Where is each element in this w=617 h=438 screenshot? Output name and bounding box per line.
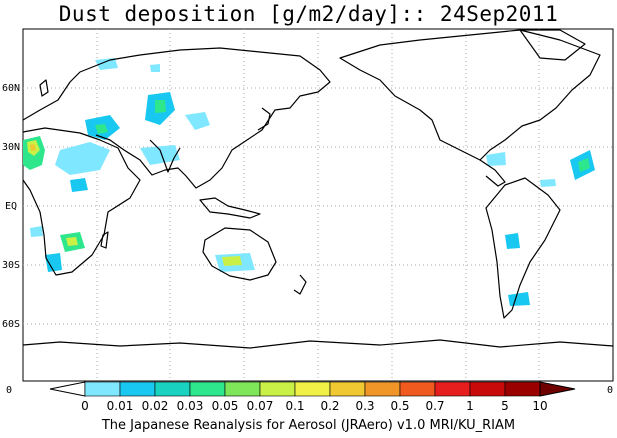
colorbar-tick-label: 0.01 (107, 399, 134, 413)
colorbar-swatch (224, 381, 261, 397)
colorbar-tick-label: 0.7 (425, 399, 444, 413)
colorbar-tick-label: 0.5 (390, 399, 409, 413)
colorbar-swatch (434, 381, 471, 397)
colorbar-tick-label: 0.3 (355, 399, 374, 413)
colorbar-tick-label: 0.2 (320, 399, 339, 413)
lat-label-30s: 30S (2, 260, 20, 271)
colorbar-right-axis-label: 0 (607, 385, 613, 396)
colorbar-swatch (399, 381, 436, 397)
colorbar-swatch (504, 381, 541, 397)
colorbar-tick-label: 0.1 (285, 399, 304, 413)
lat-label-30n: 30N (2, 142, 20, 153)
colorbar-swatch (329, 381, 366, 397)
colorbar-left-axis-label: 0 (6, 385, 12, 396)
lat-label-eq: EQ (5, 201, 17, 212)
colorbar-tick-label: 10 (532, 399, 547, 413)
colorbar-tick-label: 0 (81, 399, 89, 413)
colorbar-arrow-high (539, 381, 576, 397)
map-title: Dust deposition [g/m2/day]:: 24Sep2011 (58, 2, 559, 26)
colorbar-tick-label: 1 (466, 399, 474, 413)
footer-credit: The Japanese Reanalysis for Aerosol (JRA… (101, 418, 516, 433)
latitude-labels: 60N 30N EQ 30S 60S (2, 83, 20, 330)
graticule (23, 29, 613, 381)
colorbar: 0 0.01 0.02 0.03 0.05 0.07 0.1 0.2 0.3 0.5 0.7 1 5 10 (49, 381, 576, 413)
colorbar-arrow-low (49, 381, 86, 397)
colorbar-tick-label: 0.03 (177, 399, 204, 413)
colorbar-swatch (189, 381, 226, 397)
colorbar-swatch (259, 381, 296, 397)
colorbar-swatch (154, 381, 191, 397)
colorbar-tick-label: 0.02 (142, 399, 169, 413)
dust-shading (23, 58, 595, 306)
colorbar-tick-label: 5 (501, 399, 509, 413)
colorbar-swatch (294, 381, 331, 397)
colorbar-tick-label: 0.07 (247, 399, 274, 413)
colorbar-swatch (364, 381, 401, 397)
colorbar-tick-label: 0.05 (212, 399, 239, 413)
lat-label-60s: 60S (2, 319, 20, 330)
colorbar-swatch (84, 381, 121, 397)
colorbar-swatch (119, 381, 156, 397)
colorbar-swatch (469, 381, 506, 397)
coastlines (22, 29, 614, 349)
lat-label-60n: 60N (2, 83, 20, 94)
